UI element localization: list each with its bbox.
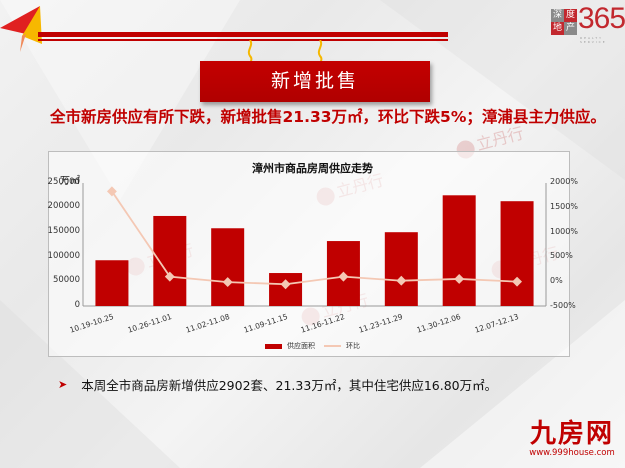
y-tick: 150000 — [47, 226, 80, 236]
section-title-sign: 新增批售 — [200, 61, 430, 102]
logo-box: 度 — [564, 9, 577, 22]
y2-tick: 0% — [550, 276, 563, 285]
chart-legend: 供应面积 环比 — [265, 341, 360, 351]
logo-subtitle: REALTY SERVICE — [580, 36, 607, 44]
legend-bar-swatch — [265, 343, 282, 349]
brand-logo: 九房网 www.999house.com — [522, 420, 622, 458]
summary-bullet: ➤ 本周全市商品房新增供应2902套、21.33万㎡，其中住宅供应16.80万㎡… — [58, 375, 497, 394]
legend-line-label: 环比 — [346, 342, 360, 350]
y2-tick: 500% — [550, 251, 573, 260]
brand-name: 九房网 — [529, 419, 614, 449]
y-tick: 50000 — [52, 275, 80, 285]
y-tick: 250000 — [47, 177, 80, 187]
legend-line-swatch — [324, 345, 341, 347]
legend-bar-label: 供应面积 — [287, 342, 315, 350]
y2-tick: -500% — [550, 301, 576, 310]
brand-url: www.999house.com — [529, 448, 615, 458]
summary-text: 本周全市商品房新增供应2902套、21.33万㎡，其中住宅供应16.80万㎡。 — [81, 378, 498, 393]
logo-box: 地 — [551, 22, 564, 35]
headline: 全市新房供应有所下跌，新增批售21.33万㎡，环比下跌5%；漳浦县主力供应。 — [50, 108, 606, 126]
logo-box: 产 — [564, 22, 577, 35]
bullet-arrow-icon: ➤ — [58, 378, 68, 391]
y2-tick: 1500% — [550, 202, 578, 211]
header-rail — [38, 32, 448, 41]
y-tick: 0 — [74, 300, 80, 310]
logo-box: 深 — [551, 9, 564, 22]
paper-plane-icon — [0, 6, 42, 52]
y2-tick: 1000% — [550, 227, 578, 236]
y2-tick: 2000% — [550, 177, 578, 186]
y-axis-unit: 万㎡ — [60, 176, 80, 187]
logo-number: 365 — [578, 2, 625, 35]
chart-title: 漳州市商品房周供应走势 — [252, 162, 373, 175]
y-tick: 200000 — [47, 201, 80, 211]
y-tick: 100000 — [47, 251, 80, 261]
